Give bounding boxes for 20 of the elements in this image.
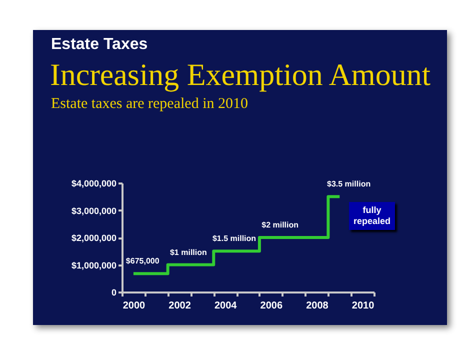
text: Estate Taxes (51, 36, 148, 54)
y-tick-label: $4,000,000 (71, 178, 116, 188)
x-tick-label: 2002 (168, 300, 192, 312)
x-tick-label: 2000 (122, 300, 146, 312)
x-tick-label: 2010 (352, 300, 375, 312)
x-tick-label: 2004 (214, 300, 238, 312)
x-tick-label: 2008 (306, 300, 329, 312)
chart-subtitle: Estate taxes are repealed in 2010 (51, 96, 248, 113)
data-label: $3.5 million (327, 180, 371, 189)
data-label: $1 million (170, 248, 207, 257)
annotation: fully repealed (349, 202, 395, 230)
data-label: $2 million (262, 220, 299, 230)
x-tick-label: 2006 (260, 300, 283, 312)
data-label: $1.5 million (212, 234, 256, 244)
y-tick-label: 0 (111, 288, 116, 298)
y-tick-label: $3,000,000 (71, 206, 116, 216)
chart-title: Increasing Exemption Amount (50, 57, 431, 93)
y-tick-label: $1,000,000 (71, 260, 116, 270)
data-label: $675,000 (126, 256, 160, 266)
y-tick-label: $2,000,000 (71, 233, 116, 243)
